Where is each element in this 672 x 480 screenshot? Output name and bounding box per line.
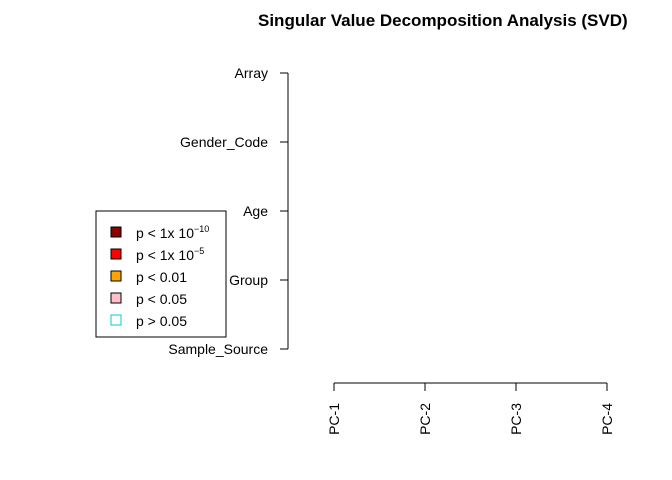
legend-label-text: p < 0.05 — [136, 291, 187, 307]
legend-swatch — [110, 270, 122, 282]
legend-label-text: p < 1x 10 — [136, 247, 194, 263]
y-tick-label: Array — [235, 65, 268, 81]
y-tick-label: Gender_Code — [180, 134, 268, 150]
x-tick-label: PC-4 — [599, 403, 615, 435]
y-tick-label: Sample_Source — [168, 341, 268, 357]
y-tick-label: Age — [243, 203, 268, 219]
x-tick-label: PC-2 — [417, 403, 433, 435]
y-tick-label: Group — [229, 272, 268, 288]
legend-label-text: p < 0.01 — [136, 269, 187, 285]
legend-label: p > 0.05 — [136, 313, 187, 329]
legend: p < 1x 10−10p < 1x 10−5p < 0.01p < 0.05p… — [95, 210, 227, 338]
chart-title: Singular Value Decomposition Analysis (S… — [258, 11, 628, 30]
x-axis: PC-1 PC-2 PC-3 PC-4 — [326, 382, 615, 435]
legend-label-text: p > 0.05 — [136, 313, 187, 329]
x-tick-label: PC-3 — [508, 403, 524, 435]
legend-label-exponent: −5 — [194, 246, 204, 256]
legend-swatch — [110, 314, 122, 326]
legend-label: p < 0.01 — [136, 269, 187, 285]
legend-label-exponent: −10 — [194, 224, 209, 234]
legend-label: p < 1x 10−10 — [136, 224, 209, 241]
x-tick-label: PC-1 — [326, 403, 342, 435]
legend-label-text: p < 1x 10 — [136, 225, 194, 241]
legend-label: p < 1x 10−5 — [136, 246, 204, 263]
y-axis: Sample_Source Group Age Gender_Code Array — [168, 65, 289, 357]
legend-swatch — [110, 292, 122, 304]
legend-label: p < 0.05 — [136, 291, 187, 307]
legend-swatch — [110, 248, 122, 260]
legend-swatch — [110, 226, 122, 238]
